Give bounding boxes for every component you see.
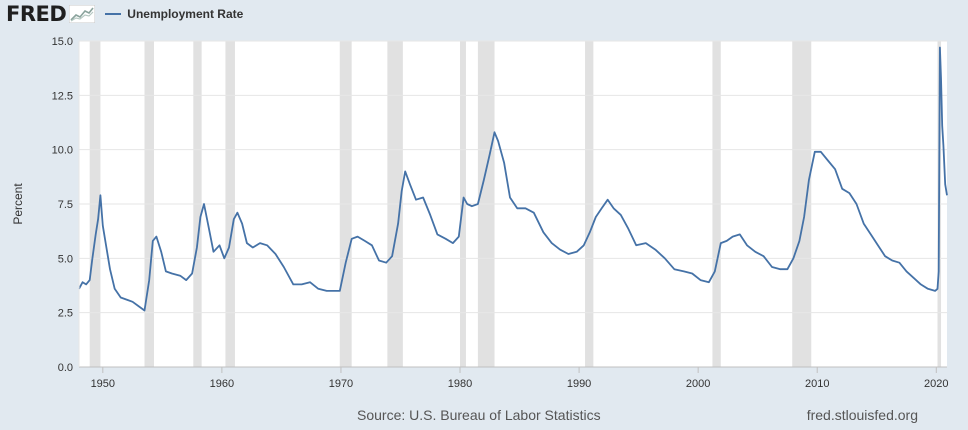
chart-legend: Unemployment Rate: [105, 7, 243, 21]
legend-label: Unemployment Rate: [127, 7, 244, 21]
x-tick-label: 1970: [329, 378, 353, 390]
source-note: Source: U.S. Bureau of Labor Statistics: [357, 407, 601, 423]
y-tick-label: 10.0: [52, 145, 73, 157]
y-axis-title: Percent: [11, 183, 25, 225]
x-tick-label: 2000: [686, 378, 710, 390]
y-tick-label: 15.0: [52, 36, 73, 48]
x-tick-label: 2020: [924, 378, 948, 390]
y-tick-label: 7.5: [58, 199, 73, 211]
x-tick-label: 2010: [805, 378, 829, 390]
fred-logo-graph-icon: [69, 5, 96, 23]
y-tick-label: 12.5: [52, 90, 73, 102]
fred-logo[interactable]: FRED: [6, 2, 96, 26]
fred-logo-text: FRED: [6, 2, 67, 26]
y-tick-label: 2.5: [58, 308, 73, 320]
y-tick-label: 5.0: [58, 253, 73, 265]
chart-header: FRED Unemployment Rate: [0, 0, 968, 28]
y-tick-label: 0.0: [58, 362, 73, 374]
x-tick-label: 1990: [567, 378, 591, 390]
legend-swatch: [105, 13, 122, 15]
x-tick-label: 1950: [91, 378, 115, 390]
x-tick-label: 1980: [448, 378, 472, 390]
site-link[interactable]: fred.stlouisfed.org: [806, 407, 918, 423]
x-tick-label: 1960: [210, 378, 234, 390]
series-line-unemployment-rate: [78, 46, 948, 312]
